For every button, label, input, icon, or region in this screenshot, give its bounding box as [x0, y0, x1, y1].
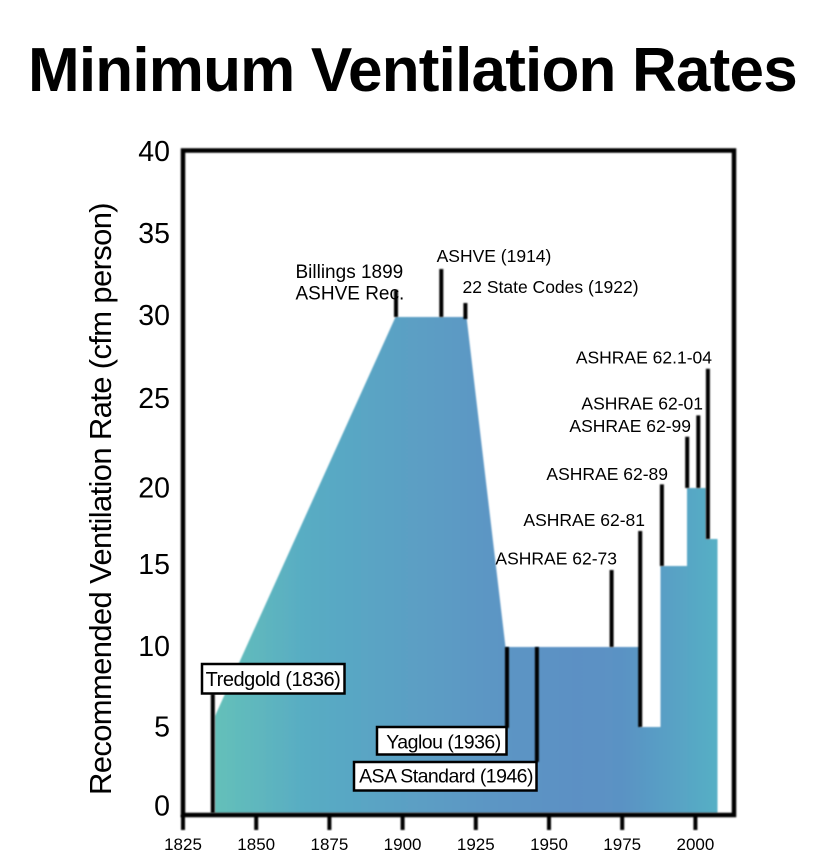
svg-text:ASHVE Rec.: ASHVE Rec.: [296, 284, 405, 305]
svg-text:1875: 1875: [310, 835, 348, 854]
svg-text:40: 40: [138, 136, 170, 168]
svg-text:22 State Codes (1922): 22 State Codes (1922): [463, 277, 639, 297]
svg-text:5: 5: [154, 712, 170, 744]
svg-text:Yaglou (1936): Yaglou (1936): [386, 732, 501, 754]
svg-text:2000: 2000: [676, 835, 714, 854]
svg-text:1975: 1975: [603, 835, 641, 854]
svg-text:15: 15: [138, 549, 170, 581]
svg-text:ASHRAE 62-01: ASHRAE 62-01: [581, 394, 703, 414]
svg-text:ASHRAE 62-81: ASHRAE 62-81: [523, 510, 645, 530]
svg-text:10: 10: [138, 631, 170, 663]
svg-text:ASHRAE 62-89: ASHRAE 62-89: [546, 464, 668, 484]
svg-text:0: 0: [154, 791, 170, 823]
svg-text:Billings 1899: Billings 1899: [296, 262, 404, 283]
svg-text:Recommended Ventilation Rate (: Recommended Ventilation Rate (cfm person…: [83, 203, 118, 795]
svg-text:Tredgold (1836): Tredgold (1836): [206, 669, 341, 691]
svg-text:ASHVE (1914): ASHVE (1914): [437, 246, 552, 266]
svg-text:ASHRAE 62.1-04: ASHRAE 62.1-04: [576, 348, 712, 368]
svg-text:30: 30: [138, 300, 170, 332]
svg-text:ASHRAE 62-99: ASHRAE 62-99: [569, 416, 691, 436]
svg-text:Minimum Ventilation Rates: Minimum Ventilation Rates: [28, 36, 797, 105]
svg-text:1925: 1925: [457, 835, 495, 854]
svg-text:ASA Standard (1946): ASA Standard (1946): [359, 766, 533, 788]
svg-text:1950: 1950: [530, 835, 568, 854]
svg-text:25: 25: [138, 383, 170, 415]
svg-text:ASHRAE 62-73: ASHRAE 62-73: [495, 549, 617, 569]
svg-text:1825: 1825: [164, 835, 202, 854]
svg-text:20: 20: [138, 473, 170, 505]
svg-text:35: 35: [138, 218, 170, 250]
svg-text:1900: 1900: [384, 835, 422, 854]
svg-text:1850: 1850: [237, 835, 275, 854]
